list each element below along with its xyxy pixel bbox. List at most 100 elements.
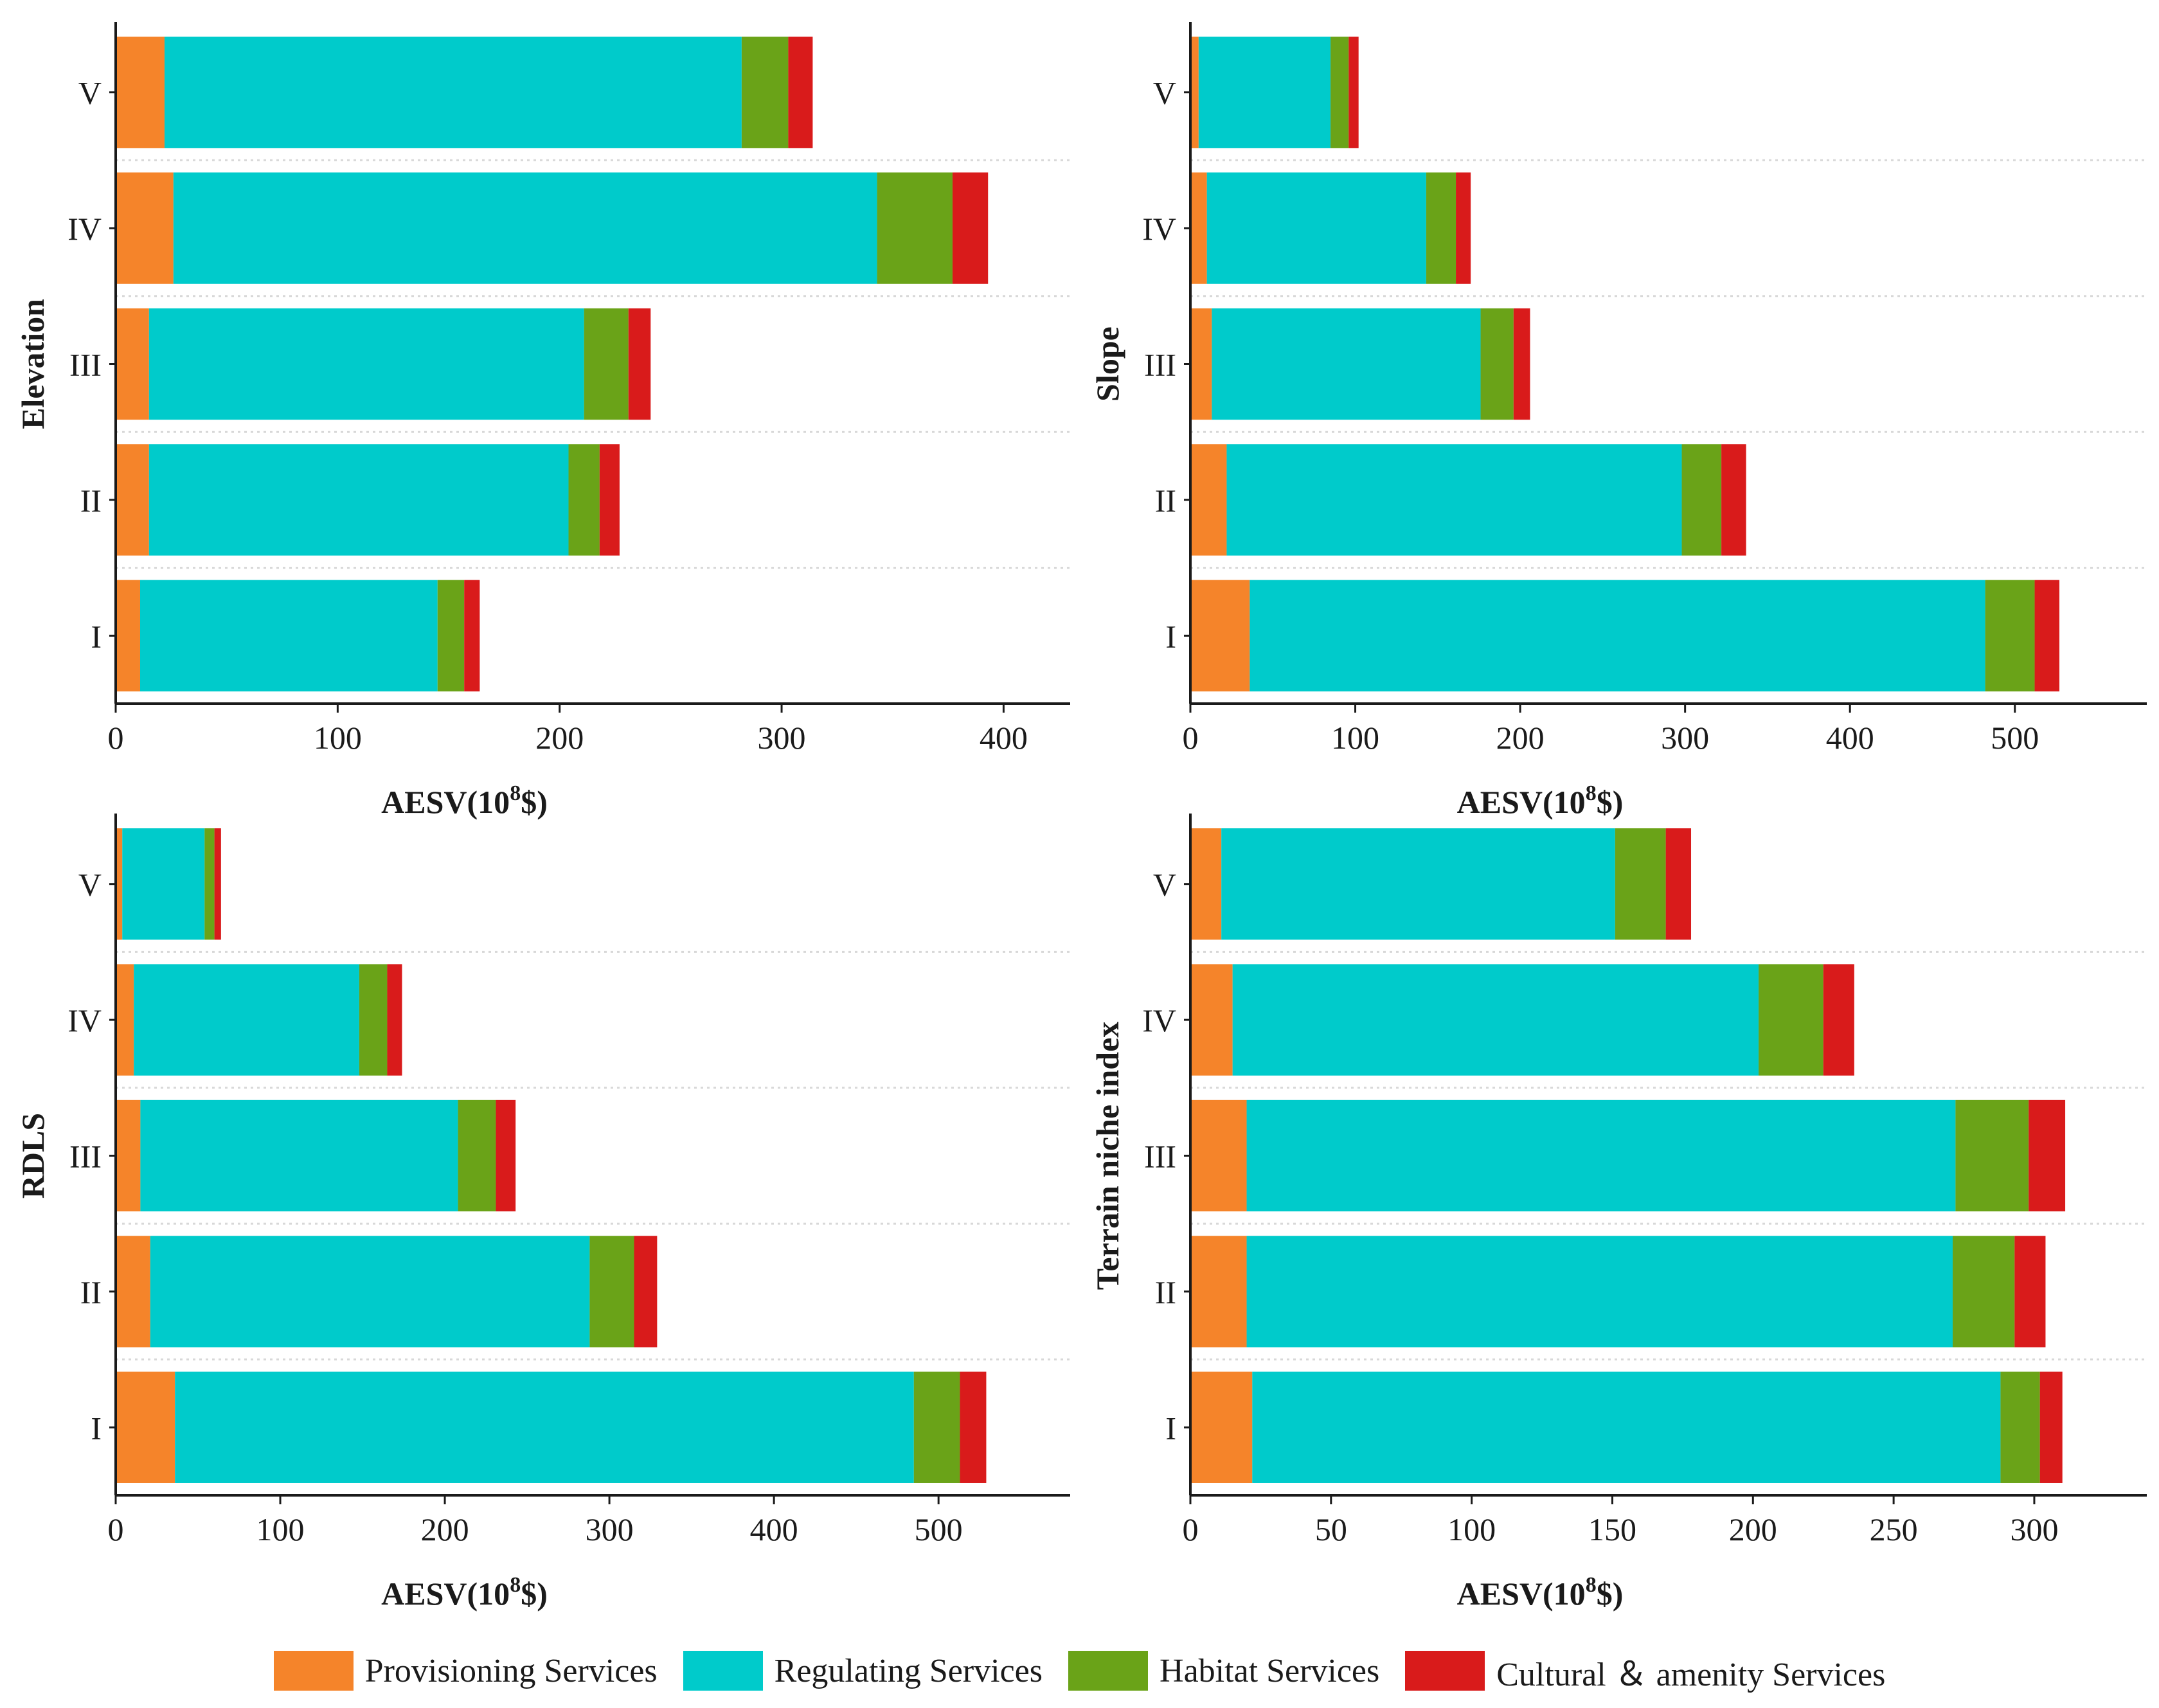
x-tick-label: 200 xyxy=(1729,1511,1777,1547)
bar-habitat-iv xyxy=(877,172,953,284)
bar-provisioning-i xyxy=(1190,1371,1253,1483)
x-tick-label: 100 xyxy=(1331,720,1379,756)
bar-habitat-iv xyxy=(1426,172,1456,284)
legend-item-habitat: Habitat Services xyxy=(1068,1651,1379,1691)
bar-habitat-v xyxy=(741,37,789,148)
legend-item-cultural: Cultural ＆ amenity Services xyxy=(1405,1647,1885,1695)
bar-regulating-iii xyxy=(1212,308,1481,420)
bar-regulating-i xyxy=(139,580,438,691)
bar-habitat-i xyxy=(2000,1371,2040,1483)
bar-cultural-v xyxy=(1348,37,1359,148)
bar-provisioning-iv xyxy=(1190,172,1207,284)
x-tick-label: 400 xyxy=(750,1511,798,1547)
bar-habitat-iii xyxy=(458,1099,496,1212)
category-label: III xyxy=(69,1139,102,1175)
x-tick-label: 200 xyxy=(1496,720,1545,756)
x-tick-label: 0 xyxy=(1183,1511,1199,1547)
bar-habitat-i xyxy=(913,1371,960,1483)
category-label: I xyxy=(91,618,102,654)
bar-regulating-v xyxy=(1198,37,1331,148)
bar-cultural-iii xyxy=(2029,1099,2066,1212)
x-tick-label: 0 xyxy=(108,1511,124,1547)
bar-provisioning-iv xyxy=(116,172,174,284)
bar-cultural-i xyxy=(2034,580,2060,691)
bar-provisioning-iv xyxy=(1190,964,1233,1076)
bar-regulating-i xyxy=(1252,1371,2001,1483)
bar-cultural-v xyxy=(788,37,813,148)
bar-provisioning-iii xyxy=(116,1099,141,1212)
bar-habitat-ii xyxy=(589,1236,634,1348)
bar-cultural-iv xyxy=(952,172,989,284)
x-axis-label: AESV(108$) xyxy=(1457,1573,1624,1612)
bar-regulating-i xyxy=(1250,580,1985,691)
bar-provisioning-v xyxy=(116,37,165,148)
x-tick-label: 250 xyxy=(1870,1511,1918,1547)
bar-provisioning-iii xyxy=(1190,308,1212,420)
x-tick-label: 300 xyxy=(758,720,806,756)
bar-cultural-ii xyxy=(634,1236,658,1348)
x-tick-label: 100 xyxy=(1447,1511,1496,1547)
bar-provisioning-i xyxy=(116,1371,175,1483)
bar-habitat-iv xyxy=(359,964,388,1076)
x-tick-label: 300 xyxy=(2010,1511,2058,1547)
bar-cultural-v xyxy=(1665,828,1692,940)
bar-regulating-v xyxy=(1221,828,1615,940)
x-tick-label: 200 xyxy=(535,720,584,756)
category-label: V xyxy=(1153,75,1176,111)
legend-swatch xyxy=(1068,1651,1149,1691)
bar-provisioning-ii xyxy=(1190,1236,1247,1348)
bar-provisioning-v xyxy=(1190,37,1199,148)
bar-cultural-iii xyxy=(496,1099,516,1212)
bar-habitat-i xyxy=(1985,580,2035,691)
bar-cultural-i xyxy=(960,1371,987,1483)
bar-cultural-iii xyxy=(1513,308,1530,420)
bar-regulating-ii xyxy=(150,1236,590,1348)
category-label: III xyxy=(1144,347,1176,383)
legend-item-provisioning: Provisioning Services xyxy=(273,1651,658,1691)
category-label: II xyxy=(80,483,102,519)
bar-cultural-i xyxy=(464,580,480,691)
bar-regulating-i xyxy=(175,1371,914,1483)
bar-cultural-ii xyxy=(599,444,620,556)
x-tick-label: 300 xyxy=(1661,720,1709,756)
category-label: III xyxy=(69,347,102,383)
bar-habitat-iii xyxy=(1480,308,1514,420)
category-label: II xyxy=(80,1274,102,1310)
category-label: IV xyxy=(1142,211,1176,247)
x-tick-label: 150 xyxy=(1588,1511,1636,1547)
category-label: IV xyxy=(67,211,102,247)
bar-cultural-ii xyxy=(2014,1236,2046,1348)
bar-habitat-i xyxy=(437,580,465,691)
legend-label: Provisioning Services xyxy=(364,1652,658,1689)
x-axis-label: AESV(108$) xyxy=(381,781,548,820)
bar-habitat-ii xyxy=(568,444,600,556)
x-tick-label: 500 xyxy=(1991,720,2039,756)
bar-cultural-iv xyxy=(1456,172,1471,284)
bar-cultural-ii xyxy=(1721,444,1746,556)
x-tick-label: 50 xyxy=(1315,1511,1347,1547)
y-axis-label: RDLS xyxy=(15,1113,51,1198)
bar-provisioning-ii xyxy=(1190,444,1227,556)
bar-regulating-iii xyxy=(140,1099,458,1212)
legend-label: Regulating Services xyxy=(774,1652,1043,1689)
x-axis-label: AESV(108$) xyxy=(381,1573,548,1612)
bar-regulating-iii xyxy=(1246,1099,1956,1212)
bar-regulating-ii xyxy=(148,444,569,556)
bar-cultural-i xyxy=(2039,1371,2063,1483)
bar-cultural-iv xyxy=(1823,964,1854,1076)
bar-regulating-iv xyxy=(173,172,877,284)
legend-swatch xyxy=(1405,1651,1485,1691)
bar-provisioning-v xyxy=(116,828,123,940)
legend-swatch xyxy=(273,1651,354,1691)
y-axis-label: Elevation xyxy=(15,299,51,429)
x-tick-label: 100 xyxy=(314,720,362,756)
bar-provisioning-ii xyxy=(116,1236,150,1348)
x-tick-label: 200 xyxy=(421,1511,469,1547)
bar-provisioning-v xyxy=(1190,828,1222,940)
bar-habitat-iii xyxy=(1955,1099,2029,1212)
bar-habitat-v xyxy=(1330,37,1349,148)
bar-provisioning-iii xyxy=(116,308,149,420)
